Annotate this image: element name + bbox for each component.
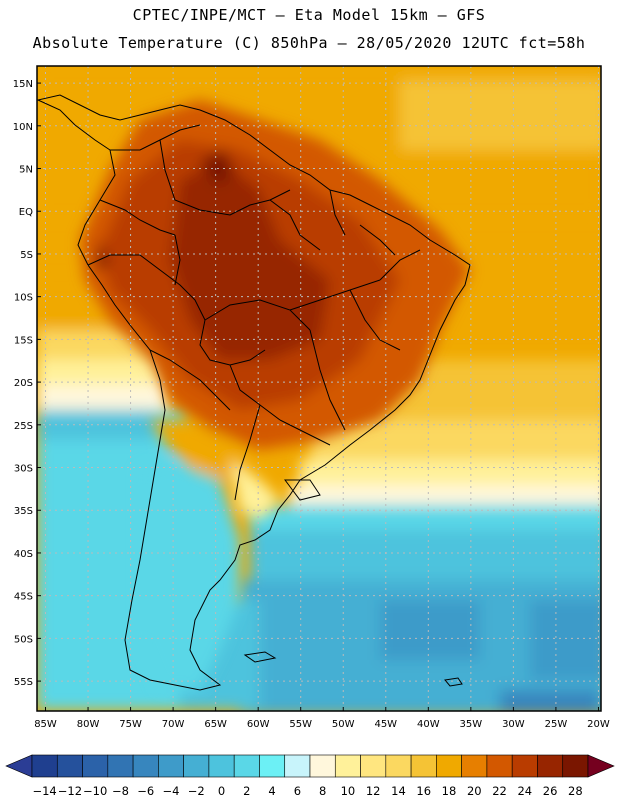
title-line-2: Absolute Temperature (C) 850hPa – 28/05/… — [32, 34, 586, 52]
colorbar-swatch — [334, 754, 361, 778]
lat-label: 5N — [19, 165, 33, 176]
lat-label: 5S — [20, 250, 33, 261]
lon-label: 70W — [162, 719, 185, 730]
colorbar-label: −12 — [58, 784, 82, 798]
colorbar-swatch — [132, 754, 159, 778]
colorbar-label: 14 — [391, 784, 406, 798]
longitude-labels: 85W 80W 75W 70W 65W 60W 55W 50W 45W 40W 35W 30W 25W 2… — [34, 707, 610, 730]
colorbar-swatch — [309, 754, 336, 778]
colorbar-low-arrow — [5, 754, 33, 778]
temperature-field — [37, 66, 601, 711]
lon-label: 30W — [502, 719, 525, 730]
colorbar-label: 22 — [492, 784, 507, 798]
colorbar-label: 16 — [416, 784, 431, 798]
colorbar-label: 28 — [568, 784, 583, 798]
map-frame — [36, 65, 602, 712]
lon-label: 85W — [34, 719, 57, 730]
lon-label: 65W — [204, 719, 227, 730]
lon-label: 50W — [332, 719, 355, 730]
colorbar-swatch — [107, 754, 134, 778]
lat-label: 55S — [14, 677, 33, 688]
colorbar-swatch — [82, 754, 109, 778]
colorbar-swatch — [461, 754, 488, 778]
colorbar-swatch — [208, 754, 235, 778]
lon-label: 40W — [417, 719, 440, 730]
latitude-labels: 15N 10N 5N EQ 5S 10S 15S 20S 25S 30S 35S 40S 45S 50S 5… — [13, 79, 41, 688]
coastlines-and-borders — [37, 94, 471, 691]
colorbar-label: −8 — [112, 784, 129, 798]
lat-label: 10S — [14, 293, 33, 304]
colorbar — [5, 754, 615, 778]
colorbar-swatch — [259, 754, 286, 778]
lon-label: 35W — [460, 719, 483, 730]
colorbar-swatch — [56, 754, 83, 778]
lat-label: 40S — [14, 549, 33, 560]
lat-label: 15N — [13, 79, 33, 90]
lat-label: 25S — [14, 421, 33, 432]
colorbar-label: 2 — [243, 784, 250, 798]
lat-label: 45S — [14, 592, 33, 603]
colorbar-label: 18 — [442, 784, 457, 798]
colorbar-label: −14 — [32, 784, 56, 798]
title-line-1: CPTEC/INPE/MCT – Eta Model 15km – GFS — [132, 6, 486, 24]
colorbar-label: 24 — [517, 784, 532, 798]
lon-label: 45W — [374, 719, 397, 730]
lon-label: 25W — [545, 719, 568, 730]
lon-label: 60W — [247, 719, 270, 730]
lat-label: EQ — [19, 207, 33, 218]
colorbar-label: −4 — [163, 784, 180, 798]
colorbar-swatch — [436, 754, 462, 778]
colorbar-swatch — [410, 754, 437, 778]
colorbar-label: 20 — [467, 784, 482, 798]
colorbar-label: 0 — [218, 784, 225, 798]
colorbar-labels: −14 −12 −10 −8 −6 −4 −2 0 2 4 6 8 10 12 14 16 18 20 22 24 26… — [32, 784, 582, 798]
colorbar-label: 12 — [366, 784, 381, 798]
colorbar-high-arrow — [587, 754, 615, 778]
colorbar-swatch — [284, 754, 311, 778]
colorbar-swatch — [511, 754, 538, 778]
colorbar-swatch — [385, 754, 412, 778]
colorbar-swatch — [31, 754, 58, 778]
colorbar-label: −2 — [188, 784, 205, 798]
lat-label: 30S — [14, 464, 33, 475]
colorbar-label: 10 — [341, 784, 356, 798]
lat-label: 10N — [13, 122, 33, 133]
lat-label: 50S — [14, 634, 33, 645]
graticule — [37, 66, 601, 711]
colorbar-label: 26 — [543, 784, 558, 798]
colorbar-swatch — [486, 754, 513, 778]
colorbar-swatch — [158, 754, 184, 778]
colorbar-label: −10 — [83, 784, 107, 798]
colorbar-swatch — [233, 754, 260, 778]
lat-label: 15S — [14, 335, 33, 346]
colorbar-swatch — [562, 754, 589, 778]
lat-label: 35S — [14, 506, 33, 517]
colorbar-label: 6 — [294, 784, 301, 798]
lon-label: 80W — [77, 719, 100, 730]
colorbar-swatch — [537, 754, 564, 778]
colorbar-label: 8 — [319, 784, 326, 798]
lon-label: 75W — [119, 719, 142, 730]
lon-label: 55W — [289, 719, 312, 730]
lon-label: 20W — [587, 719, 610, 730]
lat-label: 20S — [14, 378, 33, 389]
colorbar-swatch — [360, 754, 387, 778]
colorbar-label: 4 — [268, 784, 275, 798]
colorbar-swatch — [183, 754, 210, 778]
colorbar-label: −6 — [137, 784, 154, 798]
